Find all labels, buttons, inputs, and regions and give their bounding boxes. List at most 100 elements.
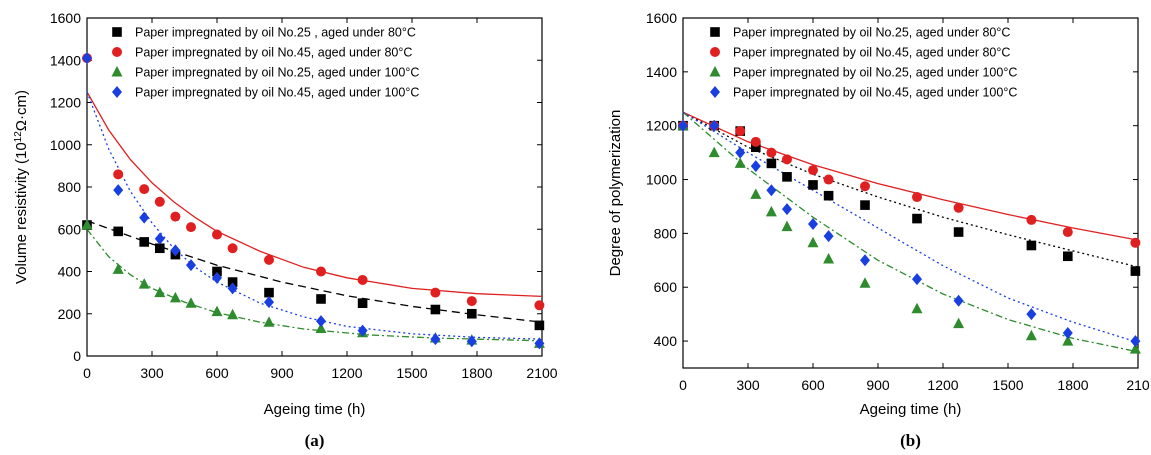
data-point-series-4: [1130, 335, 1141, 348]
data-point-series-4: [264, 296, 274, 309]
data-point-series-3: [911, 302, 923, 314]
data-point-series-3: [1062, 335, 1074, 346]
data-point-series-3: [734, 157, 746, 168]
data-point-series-4: [227, 282, 238, 295]
data-point-series-3: [227, 308, 239, 320]
data-point-series-3: [953, 317, 965, 329]
data-point-series-2: [953, 202, 964, 213]
data-point-series-2: [430, 287, 441, 298]
legend-marker-series-4: [710, 86, 720, 98]
data-point-series-4: [139, 211, 150, 224]
fit-line-series-1: [682, 111, 1139, 268]
data-point-series-2: [170, 211, 181, 222]
data-point-series-3: [1025, 329, 1037, 341]
data-point-series-4: [808, 217, 818, 230]
data-point-series-4: [212, 271, 222, 284]
data-point-series-3: [807, 236, 819, 248]
data-point-series-1: [212, 266, 222, 277]
data-point-series-3: [169, 291, 181, 303]
legend-marker-series-1: [710, 27, 720, 37]
legend-label-series-3: Paper impregnated by oil No.25, aged und…: [135, 66, 419, 80]
legend-label-series-2: Paper impregnated by oil No.45, aged und…: [733, 46, 1010, 60]
data-point-series-4: [82, 52, 92, 65]
data-point-series-3: [708, 146, 720, 158]
data-point-series-1: [155, 243, 165, 254]
data-point-series-2: [212, 229, 222, 240]
data-point-series-3: [138, 278, 150, 289]
fit-line-series-3: [682, 111, 1139, 353]
x-tick-label: 210: [1126, 377, 1150, 393]
data-point-series-4: [766, 184, 777, 197]
fit-line-series-1: [86, 220, 543, 323]
y-tick-label: 1600: [50, 10, 81, 26]
y-tick-label: 1200: [646, 118, 677, 134]
chart-panel-a: 0 300 600 900 1200 1500 1800 2100 0 200 400 600 800 1…: [13, 10, 558, 450]
x-tick-label: 2100: [526, 365, 557, 381]
fit-line-series-2: [86, 91, 543, 298]
y-tick-label: 600: [58, 221, 82, 237]
x-axis-title: Ageing time (h): [860, 401, 962, 418]
legend-label-series-2: Paper impregnated by oil No.45, aged und…: [135, 46, 412, 60]
data-point-series-2: [316, 266, 326, 277]
data-point-series-2: [750, 136, 761, 147]
data-point-series-1: [1026, 240, 1037, 251]
data-point-series-4: [1062, 327, 1073, 339]
data-point-series-1: [357, 298, 368, 308]
data-point-series-3: [315, 322, 327, 334]
data-point-series-2: [186, 222, 196, 233]
data-point-series-4: [860, 254, 870, 267]
x-tick-label: 0: [679, 377, 687, 393]
x-tick-label: 1800: [461, 365, 492, 381]
y-tick-label: 1000: [646, 172, 677, 188]
data-point-series-3: [263, 316, 275, 327]
data-point-series-1: [534, 320, 545, 331]
y-tick-label: 400: [654, 333, 678, 349]
data-point-series-1: [113, 226, 123, 237]
data-point-series-2: [782, 154, 792, 165]
data-point-series-4: [316, 315, 326, 328]
x-tick-label: 0: [83, 365, 91, 381]
y-tick-label: 1200: [50, 95, 81, 111]
data-point-series-3: [750, 188, 762, 199]
x-tick-label: 1200: [927, 377, 958, 393]
data-point-series-4: [154, 232, 165, 245]
data-point-series-4: [912, 273, 922, 286]
data-point-series-4: [823, 230, 834, 243]
legend-marker-series-2: [112, 47, 122, 57]
legend-label-series-1: Paper impregnated by oil No.25 , aged un…: [135, 26, 416, 40]
data-point-series-1: [782, 172, 792, 182]
data-point-series-2: [227, 243, 238, 254]
data-point-series-1: [751, 142, 761, 153]
data-point-series-2: [823, 174, 834, 185]
data-point-series-1: [860, 200, 870, 210]
data-point-series-1: [430, 304, 441, 315]
panel-label: (b): [900, 431, 921, 450]
data-point-series-1: [1130, 266, 1141, 276]
data-point-series-2: [766, 147, 777, 158]
data-point-series-1: [766, 158, 777, 169]
y-tick-label: 1000: [50, 137, 81, 153]
data-point-series-3: [112, 263, 124, 274]
legend-marker-series-4: [112, 86, 122, 98]
data-point-series-4: [430, 333, 441, 346]
y-tick-label: 1400: [646, 64, 677, 80]
data-point-series-4: [750, 160, 761, 173]
data-point-series-4: [1026, 308, 1037, 321]
data-point-series-3: [185, 297, 197, 308]
data-point-series-4: [782, 203, 792, 216]
data-point-series-3: [81, 219, 93, 230]
data-point-series-4: [953, 294, 964, 307]
plot-frame: [682, 17, 1139, 369]
data-point-series-2: [808, 165, 818, 176]
legend-label-series-4: Paper impregnated by oil No.45, aged und…: [733, 86, 1017, 100]
legend-marker-series-3: [709, 66, 721, 77]
data-point-series-2: [860, 181, 870, 192]
fit-line-series-2: [682, 111, 1139, 241]
data-point-series-2: [113, 169, 124, 180]
data-point-series-1: [316, 294, 326, 304]
x-tick-label: 1800: [1057, 377, 1088, 393]
data-point-series-4: [186, 259, 196, 272]
x-axis-title: Ageing time (h): [264, 401, 366, 418]
data-point-series-4: [170, 244, 181, 257]
